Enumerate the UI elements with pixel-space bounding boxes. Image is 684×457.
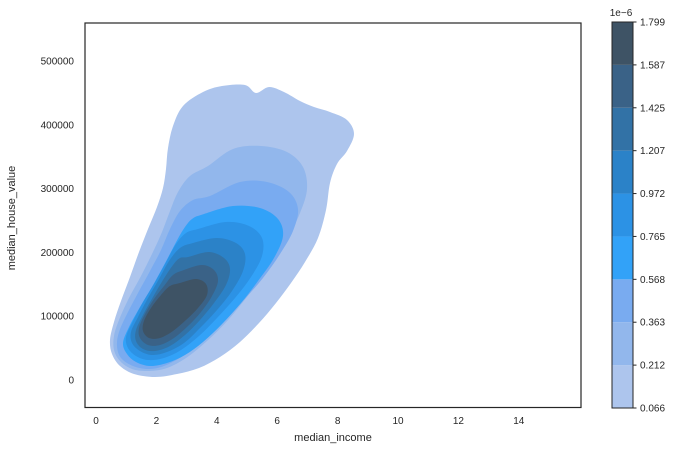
- x-tick-label: 2: [154, 416, 160, 427]
- colorbar: 0.066 0.212 0.363 0.568 0.765 0.972 1.207 1.425…: [611, 18, 665, 415]
- x-tick-label: 10: [392, 416, 404, 427]
- y-axis-label: median_house_value: [6, 166, 18, 271]
- colorbar-band: [612, 107, 633, 151]
- y-tick-label: 200000: [41, 248, 75, 259]
- y-tick-label: 100000: [41, 312, 75, 323]
- colorbar-band: [612, 279, 633, 323]
- colorbar-tick-label: 1.587: [640, 60, 665, 71]
- colorbar-band: [612, 193, 633, 237]
- colorbar-tick-label: 0.972: [640, 189, 665, 200]
- x-tick-label: 4: [214, 416, 220, 427]
- colorbar-band: [612, 365, 633, 408]
- colorbar-band: [612, 150, 633, 194]
- colorbar-tick-label: 0.066: [640, 404, 665, 415]
- colorbar-band: [612, 22, 633, 65]
- y-tick-label: 0: [68, 376, 74, 387]
- kde-contour-bands: [109, 84, 354, 377]
- x-axis-label: median_income: [294, 432, 372, 444]
- x-axis: 0 2 4 6 8 10 12 14: [93, 416, 525, 427]
- colorbar-tick-label: 1.425: [640, 103, 665, 114]
- y-tick-label: 400000: [41, 120, 75, 131]
- colorbar-band: [612, 236, 633, 280]
- x-tick-label: 8: [335, 416, 341, 427]
- colorbar-band: [612, 64, 633, 108]
- contour-band-9: [142, 278, 208, 339]
- colorbar-tick-label: 1.207: [640, 146, 665, 157]
- x-tick-label: 14: [513, 416, 525, 427]
- colorbar-tick-label: 0.363: [640, 318, 665, 329]
- x-tick-label: 0: [93, 416, 99, 427]
- y-tick-label: 300000: [41, 184, 75, 195]
- colorbar-offset-label: 1e−6: [610, 8, 633, 19]
- x-tick-label: 6: [274, 416, 280, 427]
- colorbar-tick-label: 0.212: [640, 361, 665, 372]
- y-axis: 0 100000 200000 300000 400000 500000: [41, 57, 75, 387]
- y-tick-label: 500000: [41, 57, 75, 68]
- colorbar-tick-label: 0.765: [640, 232, 665, 243]
- colorbar-outline: [611, 21, 634, 409]
- axes-frame: [84, 22, 582, 409]
- colorbar-band: [612, 322, 633, 366]
- colorbar-tick-label: 0.568: [640, 275, 665, 286]
- colorbar-tick-label: 1.799: [640, 18, 665, 29]
- x-tick-label: 12: [453, 416, 465, 427]
